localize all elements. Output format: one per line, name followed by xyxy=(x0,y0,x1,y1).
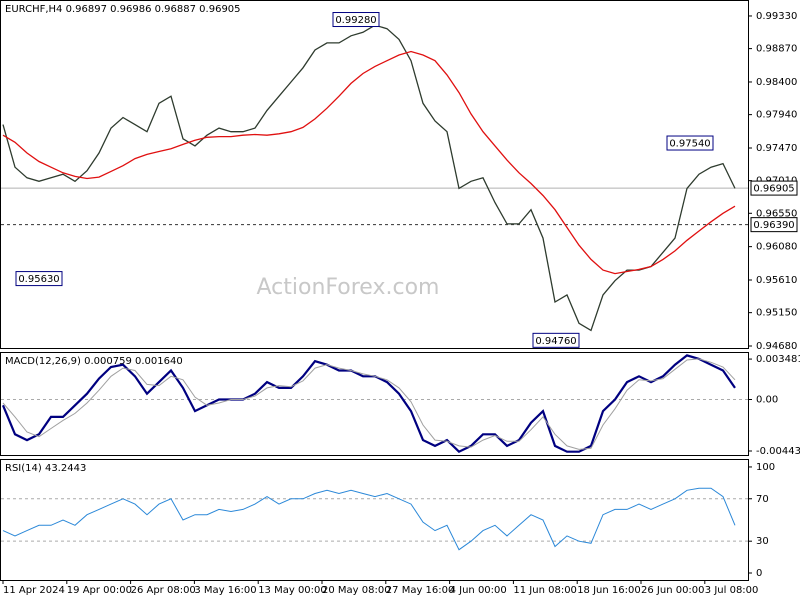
y-tick-label: 0.98400 xyxy=(756,77,797,88)
panel-frame xyxy=(0,459,749,581)
x-tick-label: 3 Jul 08:00 xyxy=(705,585,759,596)
annotation-label-box xyxy=(666,135,714,151)
y-tick-label: 30 xyxy=(756,536,769,547)
annotation-label-box xyxy=(15,271,63,287)
y-tick-label: 0.00 xyxy=(756,394,778,405)
y-tick-label: 0.97470 xyxy=(756,143,797,154)
y-tick-label: 0.97940 xyxy=(756,110,797,121)
watermark: ActionForex.com xyxy=(257,275,440,300)
x-tick-label: 11 Jun 08:00 xyxy=(513,585,577,596)
y-tick-label: 0.95610 xyxy=(756,275,797,286)
annotation-label: 0.95630 xyxy=(18,274,59,285)
series-line xyxy=(2,487,736,551)
panel-frame xyxy=(0,352,749,456)
y-tick-label: 0.99330 xyxy=(756,11,797,22)
annotation-label-box xyxy=(532,332,580,348)
series-line xyxy=(2,24,736,332)
panel-title: RSI(14) 43.2443 xyxy=(5,463,86,474)
level-label-box xyxy=(750,217,798,233)
current-price-label: 0.96905 xyxy=(753,184,794,195)
y-tick-label: 0.96080 xyxy=(756,242,797,253)
x-tick-label: 3 May 16:00 xyxy=(194,585,256,596)
y-tick-label: 0.94680 xyxy=(756,341,797,352)
series-line xyxy=(2,50,736,275)
x-tick-label: 4 Jun 00:00 xyxy=(450,585,507,596)
current-price-label-box xyxy=(750,180,798,196)
annotation-label-box xyxy=(332,12,380,28)
x-tick-label: 18 Jun 16:00 xyxy=(577,585,641,596)
annotation-label: 0.99280 xyxy=(335,15,376,26)
series-line xyxy=(2,358,736,450)
y-tick-label: 0.96550 xyxy=(756,208,797,219)
level-label: 0.96390 xyxy=(753,220,794,231)
x-tick-label: 19 Apr 00:00 xyxy=(67,585,132,596)
x-tick-label: 13 May 00:00 xyxy=(258,585,327,596)
y-tick-label: 70 xyxy=(756,494,769,505)
annotation-label: 0.97540 xyxy=(669,139,710,150)
annotation-label: 0.94760 xyxy=(535,336,576,347)
y-tick-label: 0.98870 xyxy=(756,44,797,55)
panel-frame xyxy=(0,0,749,349)
x-tick-label: 27 May 16:00 xyxy=(386,585,455,596)
y-tick-label: 0.003481 xyxy=(756,354,800,365)
x-tick-label: 11 Apr 2024 xyxy=(3,585,65,596)
x-tick-label: 20 May 08:00 xyxy=(322,585,391,596)
y-tick-label: 100 xyxy=(756,462,775,473)
series-line xyxy=(1,354,736,454)
x-tick-label: 26 Jun 00:00 xyxy=(641,585,705,596)
x-tick-label: 26 Apr 08:00 xyxy=(131,585,196,596)
y-tick-label: 0 xyxy=(756,568,762,579)
y-tick-label: 0.95150 xyxy=(756,308,797,319)
y-tick-label: -0.004436 xyxy=(756,446,800,457)
panel-title: EURCHF,H4 0.96897 0.96986 0.96887 0.9690… xyxy=(5,4,241,15)
panel-title: MACD(12,26,9) 0.000759 0.001640 xyxy=(5,356,183,367)
